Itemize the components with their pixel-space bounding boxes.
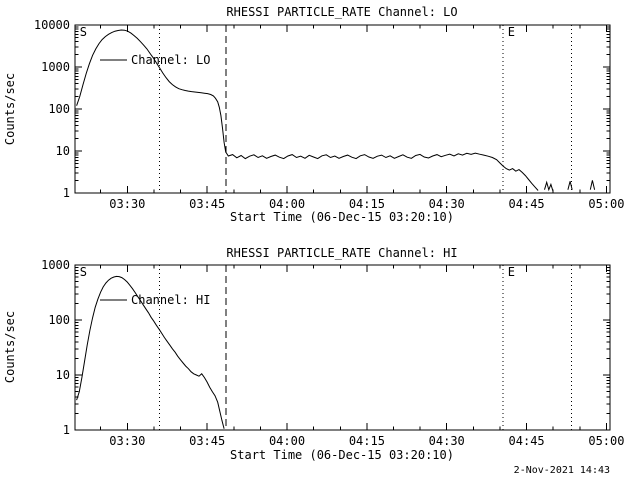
y-tick-label: 1000 — [41, 258, 70, 272]
y-tick-label: 100 — [48, 102, 70, 116]
legend-label-hi: Channel: HI — [131, 293, 210, 307]
y-tick-label: 1 — [63, 423, 70, 437]
flag-letter-s: S — [80, 25, 87, 39]
x-tick-label: 03:45 — [189, 434, 225, 448]
x-tick-label: 04:15 — [349, 434, 385, 448]
creation-timestamp: 2-Nov-2021 14:43 — [514, 465, 610, 476]
y-tick-label: 1 — [63, 186, 70, 200]
panel-lo: 03:30 03:45 04:00 04:15 04:30 04:45 05:00 1 10 10… — [34, 18, 625, 211]
x-tick-label: 03:45 — [189, 197, 225, 211]
y-tick-label: 100 — [48, 313, 70, 327]
plot-frame — [74, 264, 611, 431]
x-axis-label-hi: Start Time (06-Dec-15 03:20:10) — [230, 448, 454, 462]
y-tick-label: 10 — [56, 144, 70, 158]
y-tick-label: 10 — [56, 368, 70, 382]
y-tick-label: 1000 — [41, 60, 70, 74]
x-tick-label: 05:00 — [588, 434, 624, 448]
x-tick-label: 04:30 — [429, 197, 465, 211]
chart-title-lo: RHESSI PARTICLE_RATE Channel: LO — [226, 5, 457, 19]
x-tick-label: 04:45 — [509, 434, 545, 448]
chart-title-hi: RHESSI PARTICLE_RATE Channel: HI — [226, 246, 457, 260]
x-axis-label-lo: Start Time (06-Dec-15 03:20:10) — [230, 210, 454, 224]
plot-frame — [74, 24, 611, 194]
y-tick-label: 10000 — [34, 18, 70, 32]
x-tick-label: 03:30 — [109, 197, 145, 211]
x-tick-label: 05:00 — [588, 197, 624, 211]
flag-letter-e: E — [508, 265, 515, 279]
flag-letter-s: S — [80, 265, 87, 279]
flag-letter-e: E — [508, 25, 515, 39]
panel-hi: 03:30 03:45 04:00 04:15 04:30 04:45 05:00 1 10 10… — [41, 258, 624, 448]
legend-label-lo: Channel: LO — [131, 53, 210, 67]
x-tick-label: 04:45 — [509, 197, 545, 211]
y-axis-label-lo: Counts/sec — [3, 73, 17, 145]
series-line-hi — [76, 275, 225, 429]
x-tick-label: 04:00 — [269, 434, 305, 448]
y-axis-label-hi: Counts/sec — [3, 311, 17, 383]
x-tick-label: 04:30 — [429, 434, 465, 448]
series-line-lo — [76, 29, 596, 192]
x-tick-label: 04:15 — [349, 197, 385, 211]
x-tick-label: 04:00 — [269, 197, 305, 211]
x-tick-label: 03:30 — [109, 434, 145, 448]
